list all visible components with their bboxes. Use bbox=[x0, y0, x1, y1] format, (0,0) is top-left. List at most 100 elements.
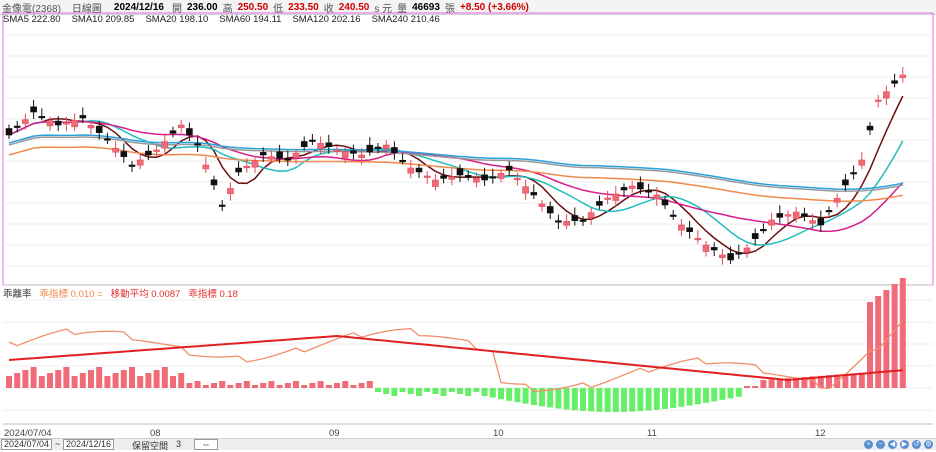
histogram-bar bbox=[867, 302, 873, 388]
candle-body bbox=[333, 149, 341, 152]
zoom-out-icon[interactable]: − bbox=[876, 440, 885, 449]
scroll-left-icon[interactable]: ◀ bbox=[888, 440, 897, 449]
candle-body bbox=[432, 179, 439, 187]
candle-body bbox=[612, 193, 620, 201]
candle-body bbox=[284, 158, 292, 161]
candle-body bbox=[883, 91, 890, 99]
histogram-bar bbox=[580, 388, 586, 411]
indicator-name[interactable]: 乖離率 bbox=[3, 289, 32, 300]
quote-toolbar: 金像電(2368) 日線圖 2024/12/16 開 236.00 高 250.… bbox=[0, 0, 936, 15]
settings-icon[interactable]: ⚙ bbox=[924, 440, 933, 449]
histogram-bar bbox=[858, 372, 865, 388]
histogram-bar bbox=[842, 374, 849, 388]
reset-icon[interactable]: ↺ bbox=[912, 440, 921, 449]
ma-legend-sma60[interactable]: SMA60 194.11 bbox=[219, 14, 282, 25]
sma5-line bbox=[8, 95, 904, 255]
histogram-bar bbox=[416, 388, 422, 396]
candle-body bbox=[653, 194, 661, 200]
scroll-right-icon[interactable]: ▶ bbox=[900, 440, 909, 449]
candle-body bbox=[530, 192, 538, 196]
zoom-in-icon[interactable]: + bbox=[864, 440, 873, 449]
candle-body bbox=[22, 119, 29, 124]
to-date-field[interactable]: 2024/12/16 bbox=[63, 439, 115, 450]
candle-body bbox=[202, 164, 210, 170]
candle-body bbox=[95, 125, 103, 133]
candle-body bbox=[169, 130, 177, 134]
histogram-bar bbox=[604, 388, 611, 412]
candle-body bbox=[669, 214, 677, 217]
histogram-bar bbox=[284, 383, 291, 388]
candle-body bbox=[350, 150, 357, 154]
histogram-bar bbox=[391, 388, 398, 396]
histogram-bar bbox=[899, 278, 906, 388]
keep-space-value[interactable]: 3 bbox=[176, 439, 182, 449]
candle-body bbox=[694, 238, 702, 241]
histogram-bar bbox=[678, 388, 685, 407]
candle-body bbox=[489, 176, 497, 179]
ma-legend-sma120[interactable]: SMA120 202.16 bbox=[292, 14, 361, 25]
ma-legend-sma5[interactable]: SMA5 222.80 bbox=[3, 14, 61, 25]
chart-period[interactable]: 日線圖 bbox=[71, 3, 102, 15]
candle-body bbox=[38, 116, 46, 119]
candle-body bbox=[251, 160, 259, 168]
histogram-bar bbox=[334, 383, 340, 388]
histogram-bar bbox=[555, 388, 562, 409]
open-value: 236.00 bbox=[186, 1, 218, 13]
candle-body bbox=[842, 179, 849, 186]
ma-legend-sma10[interactable]: SMA10 209.85 bbox=[71, 14, 135, 25]
indicator-lines bbox=[8, 320, 904, 392]
ma-legend-sma240[interactable]: SMA240 210.46 bbox=[371, 14, 440, 25]
candle-body bbox=[112, 148, 119, 153]
histogram-bar bbox=[71, 376, 78, 388]
candle-body bbox=[5, 128, 13, 136]
axis-tick-11: 11 bbox=[647, 428, 657, 439]
from-date-field[interactable]: 2024/07/04 bbox=[1, 439, 53, 450]
stock-name[interactable]: 金像電(2368) bbox=[2, 3, 61, 15]
histogram-bar bbox=[448, 388, 455, 392]
expand-icon[interactable]: ⇔ bbox=[194, 439, 218, 450]
histogram-bar bbox=[588, 388, 595, 412]
candle-body bbox=[177, 124, 185, 128]
axis-tick-09: 09 bbox=[329, 428, 340, 439]
axis-tick-08: 08 bbox=[150, 428, 161, 439]
candle-body bbox=[817, 218, 825, 226]
histogram-bar bbox=[817, 375, 824, 388]
ma-legend: SMA5 222.80 SMA10 209.85 SMA20 198.10 SM… bbox=[3, 14, 451, 26]
candle-body bbox=[891, 80, 898, 84]
histogram-bar bbox=[719, 388, 726, 400]
histogram-bar bbox=[375, 388, 381, 392]
candle-body bbox=[79, 115, 87, 119]
volume-value: 46693 bbox=[412, 1, 440, 13]
candle-body bbox=[341, 151, 349, 159]
histogram-bar bbox=[596, 388, 603, 412]
candle-body bbox=[850, 172, 857, 175]
keep-space-label: 保留空間 bbox=[132, 441, 169, 451]
quote-date: 2024/12/16 bbox=[113, 1, 164, 13]
ma-legend-sma20[interactable]: SMA20 198.10 bbox=[145, 14, 209, 25]
candle-body bbox=[637, 182, 644, 190]
histogram-bar bbox=[22, 370, 29, 388]
candle-body bbox=[399, 160, 406, 163]
histogram-bar bbox=[768, 379, 775, 388]
candle-body bbox=[87, 125, 95, 129]
histogram-bar bbox=[473, 388, 480, 392]
candle-body bbox=[382, 144, 390, 150]
candle-body bbox=[776, 213, 784, 218]
candle-body bbox=[809, 220, 816, 224]
low-value: 233.50 bbox=[288, 1, 319, 13]
histogram-bar bbox=[760, 380, 767, 388]
histogram-bar bbox=[809, 376, 816, 388]
candle-body bbox=[735, 252, 743, 255]
volume-unit: 張 bbox=[444, 3, 455, 15]
histogram-bar bbox=[694, 388, 701, 405]
moving-average-lines bbox=[8, 95, 904, 255]
candle-body bbox=[571, 215, 579, 221]
candle-body bbox=[243, 166, 251, 169]
indicator-histogram bbox=[6, 278, 906, 412]
histogram-bar bbox=[530, 388, 537, 406]
histogram-bar bbox=[637, 388, 644, 412]
histogram-bar bbox=[383, 388, 390, 394]
histogram-bar bbox=[752, 386, 759, 388]
candle-body bbox=[391, 147, 398, 153]
